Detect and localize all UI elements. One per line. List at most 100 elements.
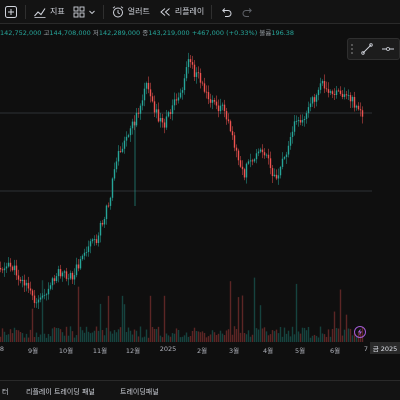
volume-bar — [93, 330, 96, 342]
volume-bar — [325, 336, 328, 342]
candle-body — [253, 159, 256, 162]
candle-body — [229, 121, 232, 132]
layout-grid-button[interactable] — [69, 0, 100, 24]
volume-bar — [331, 328, 334, 342]
candle-body — [97, 235, 100, 244]
candle-body — [311, 97, 314, 104]
candle-body — [113, 169, 116, 179]
volume-bar — [51, 328, 54, 342]
volume-bar — [95, 326, 98, 342]
volume-bar — [243, 332, 246, 342]
time-axis-label: 12월 — [125, 347, 141, 355]
replay-label: 리플레이 — [174, 7, 205, 16]
candle-body — [241, 166, 244, 170]
replay-button[interactable]: 리플레이 — [154, 0, 208, 24]
volume-bar — [117, 329, 120, 342]
time-axis[interactable]: 8 9월 10월 11월 12월 2025 2월 3월 4월 5월 6월 7 — [0, 342, 400, 356]
candle-body — [185, 67, 188, 79]
volume-bar — [349, 328, 352, 342]
candle-body — [83, 252, 86, 256]
candle-body — [323, 81, 326, 89]
horizontal-line-icon — [382, 47, 395, 51]
volume-bar — [109, 331, 112, 342]
candle-body — [233, 135, 236, 148]
tab-replay-trading-panel[interactable]: 리플레이 트레이딩 패널 — [26, 388, 95, 396]
time-axis-label: 9월 — [27, 347, 39, 355]
price-chart[interactable] — [0, 40, 372, 342]
candle-body — [343, 94, 346, 97]
volume-bar — [347, 328, 350, 342]
lightning-icon[interactable] — [354, 326, 366, 338]
candle-body — [39, 297, 42, 300]
time-axis-label: 2월 — [196, 347, 208, 355]
candle-body — [309, 103, 312, 108]
candle-body — [275, 174, 278, 179]
candle-body — [293, 121, 296, 132]
candle-body — [7, 262, 10, 267]
candle-body — [21, 279, 24, 282]
volume-bar — [121, 295, 124, 342]
drag-handle[interactable] — [348, 39, 356, 59]
candle-body — [133, 121, 136, 126]
volume-bar — [237, 297, 240, 342]
candle-body — [327, 89, 330, 93]
candle-body — [61, 272, 64, 277]
volume-bar — [89, 333, 92, 342]
candle-body — [353, 96, 356, 108]
candlesticks — [0, 52, 364, 310]
volume-bar — [203, 332, 206, 342]
tab-partial[interactable]: 터 — [2, 388, 9, 396]
volume-bar — [61, 332, 64, 342]
candle-body — [23, 279, 26, 286]
candle-body — [285, 154, 288, 158]
time-axis-label: 3월 — [228, 347, 240, 355]
plus-square-icon — [5, 5, 17, 18]
time-axis-label: 7 — [363, 345, 369, 353]
candle-body — [75, 264, 78, 276]
candle-body — [137, 112, 140, 114]
volume-bar — [281, 336, 284, 342]
volume-bar — [313, 334, 316, 342]
candle-body — [67, 278, 70, 280]
candle-body — [157, 109, 160, 122]
candle-body — [49, 285, 52, 289]
volume-bar — [41, 280, 44, 342]
toolbar-divider — [211, 4, 213, 19]
volume-bar — [149, 295, 152, 342]
candle-body — [121, 148, 124, 152]
candle-body — [303, 118, 306, 121]
candle-body — [325, 88, 328, 90]
horizontal-line-tool-button[interactable] — [377, 39, 399, 59]
undo-button[interactable] — [215, 0, 237, 24]
candle-body — [273, 174, 276, 177]
volume-bar — [135, 330, 138, 342]
trend-line-tool-button[interactable] — [356, 39, 378, 59]
candle-body — [271, 168, 274, 177]
candle-body — [163, 122, 166, 128]
alerts-label: 얼러트 — [127, 7, 150, 16]
alerts-button[interactable]: 얼러트 — [107, 0, 154, 24]
add-symbol-button[interactable] — [0, 0, 22, 24]
candle-body — [197, 72, 200, 74]
volume-bar — [271, 330, 274, 342]
redo-button[interactable] — [237, 0, 259, 24]
candle-body — [115, 161, 118, 170]
volume-bar — [35, 332, 38, 342]
volume-bar — [169, 336, 172, 342]
candle-body — [219, 105, 222, 112]
volume-bar — [151, 326, 154, 342]
candle-body — [143, 88, 146, 101]
volume-bar — [9, 329, 12, 342]
volume-bar — [1, 328, 4, 342]
indicators-button[interactable]: 지표 — [29, 0, 69, 24]
candle-body — [161, 118, 164, 123]
volume-bar — [77, 286, 80, 342]
tab-trading-panel[interactable]: 트레이딩패널 — [120, 388, 159, 396]
volume-bar — [187, 336, 190, 342]
volume-bar — [81, 330, 84, 342]
candle-body — [45, 294, 48, 296]
candle-body — [177, 97, 180, 101]
volume-bar — [167, 335, 170, 342]
volume-bar — [339, 289, 342, 342]
candle-body — [181, 90, 184, 93]
